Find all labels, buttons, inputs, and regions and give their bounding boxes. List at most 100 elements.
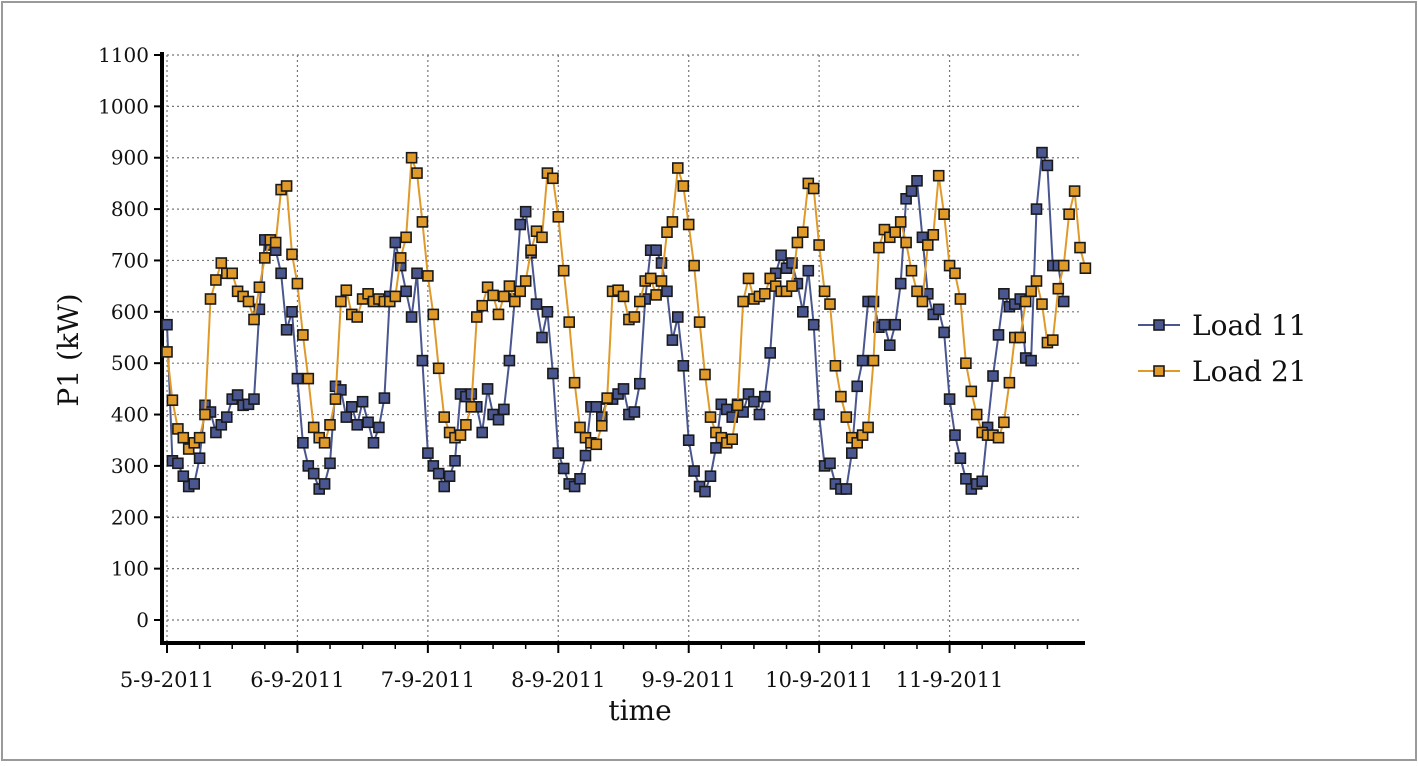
data-point	[188, 478, 200, 490]
data-point	[536, 231, 548, 244]
data-point	[677, 180, 690, 192]
data-point	[921, 239, 934, 251]
data-point	[949, 267, 961, 280]
data-point	[731, 399, 744, 412]
data-point	[460, 418, 472, 431]
data-point	[340, 284, 353, 297]
data-point	[177, 431, 190, 444]
data-point	[221, 411, 233, 423]
data-point	[998, 287, 1010, 300]
data-point	[661, 285, 673, 298]
data-point	[824, 298, 836, 310]
data-point	[835, 390, 847, 403]
data-point	[492, 413, 505, 426]
data-point	[932, 303, 945, 316]
y-tick-label: 500	[111, 351, 149, 375]
data-point	[862, 421, 874, 434]
data-point	[960, 472, 972, 485]
data-point	[172, 457, 184, 470]
data-point	[226, 267, 238, 280]
data-point	[470, 311, 483, 323]
data-point	[889, 318, 902, 331]
data-point	[1057, 259, 1070, 272]
data-point	[693, 316, 706, 328]
data-point	[258, 252, 271, 264]
data-point	[427, 308, 440, 321]
data-point	[286, 305, 298, 318]
data-point	[655, 257, 668, 269]
data-point	[911, 285, 923, 298]
data-point	[519, 205, 532, 218]
data-point	[927, 229, 940, 241]
data-point	[628, 311, 641, 323]
data-point	[661, 226, 673, 238]
data-point	[856, 354, 869, 367]
data-point	[335, 295, 347, 308]
x-axis-label: time	[608, 694, 671, 727]
data-point	[215, 257, 228, 269]
data-point	[297, 329, 309, 341]
data-point	[949, 429, 961, 441]
data-point	[449, 454, 461, 467]
y-tick-label: 200	[111, 505, 149, 529]
data-point	[954, 293, 967, 305]
data-point	[742, 272, 755, 285]
data-point	[878, 318, 891, 331]
x-tick-label: 8-9-2011	[511, 668, 605, 692]
data-point	[563, 316, 576, 328]
data-point	[248, 393, 260, 405]
x-tick-label: 10-9-2011	[765, 668, 873, 692]
data-point	[1003, 376, 1016, 389]
data-point	[498, 403, 510, 416]
y-tick-label: 300	[111, 454, 149, 478]
data-point	[813, 408, 825, 421]
legend: Load 11 Load 21	[1138, 309, 1307, 388]
data-point	[970, 408, 983, 421]
y-tick-label: 600	[111, 300, 149, 324]
data-point	[617, 290, 630, 303]
data-point	[992, 431, 1005, 444]
data-point	[704, 411, 717, 423]
data-point	[889, 226, 902, 238]
data-point	[438, 480, 451, 493]
data-point	[579, 449, 592, 462]
data-point	[378, 392, 391, 404]
data-point	[829, 359, 842, 372]
data-point	[210, 274, 222, 286]
data-point	[905, 185, 918, 197]
data-point	[302, 372, 315, 385]
y-tick-label: 900	[111, 146, 149, 170]
data-point	[1019, 295, 1032, 308]
data-point	[568, 376, 581, 389]
data-point	[193, 431, 206, 444]
data-point	[938, 208, 950, 220]
data-point	[547, 172, 559, 185]
data-point	[911, 175, 923, 187]
data-point	[682, 218, 695, 231]
data-point	[960, 357, 972, 370]
data-point	[411, 267, 423, 280]
data-point	[758, 390, 771, 403]
data-point	[552, 447, 565, 459]
data-point	[508, 295, 521, 308]
data-point	[851, 380, 864, 393]
data-point	[1052, 282, 1065, 295]
data-point	[943, 393, 956, 405]
tick-labels: 0 100 200 300 400 500 600 700 800 900 1000 1100 5-9-…	[98, 43, 1003, 692]
data-point	[367, 436, 380, 449]
data-point	[400, 231, 412, 244]
data-point	[557, 264, 570, 277]
data-point	[280, 323, 293, 336]
data-point	[514, 218, 527, 231]
data-point	[1079, 262, 1092, 275]
y-tick-label: 800	[111, 197, 149, 221]
data-point	[987, 370, 999, 382]
data-point	[894, 216, 907, 228]
data-point	[1030, 203, 1043, 215]
data-point	[318, 436, 331, 449]
data-point	[1014, 331, 1027, 344]
data-point	[177, 470, 190, 483]
x-tick-label: 6-9-2011	[250, 668, 344, 692]
